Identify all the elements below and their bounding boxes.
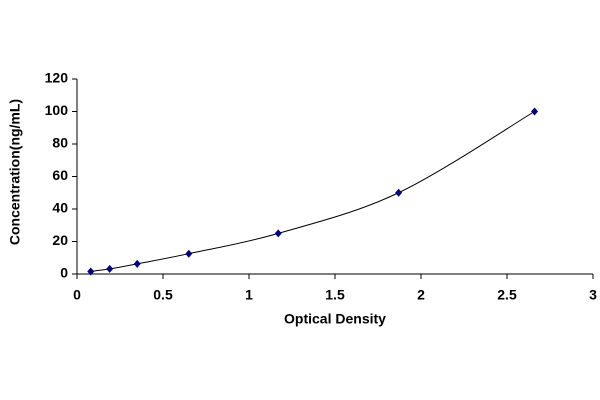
x-tick-label: 0.5 [153, 287, 173, 303]
curve [90, 111, 535, 272]
y-tick-label: 60 [52, 167, 68, 183]
x-tick-label: 1 [245, 287, 253, 303]
x-tick-label: 1.5 [325, 287, 345, 303]
x-tick-label: 2 [417, 287, 425, 303]
y-tick-label: 20 [52, 232, 68, 248]
point [531, 107, 539, 116]
y-tick-label: 0 [60, 265, 68, 281]
point [87, 267, 95, 276]
point [185, 249, 193, 258]
y-axis-title: Concentration(ng/mL) [7, 99, 23, 245]
y-tick-label: 40 [52, 200, 68, 216]
point [274, 229, 282, 238]
x-tick-label: 3 [589, 287, 597, 303]
x-axis-title: Optical Density [284, 311, 386, 327]
point [133, 259, 141, 268]
x-tick-label: 2.5 [497, 287, 517, 303]
y-tick-label: 100 [45, 102, 69, 118]
point [395, 188, 403, 197]
y-tick-label: 80 [52, 135, 68, 151]
point [106, 264, 114, 273]
y-tick-label: 120 [45, 70, 69, 86]
x-tick-label: 0 [73, 287, 81, 303]
